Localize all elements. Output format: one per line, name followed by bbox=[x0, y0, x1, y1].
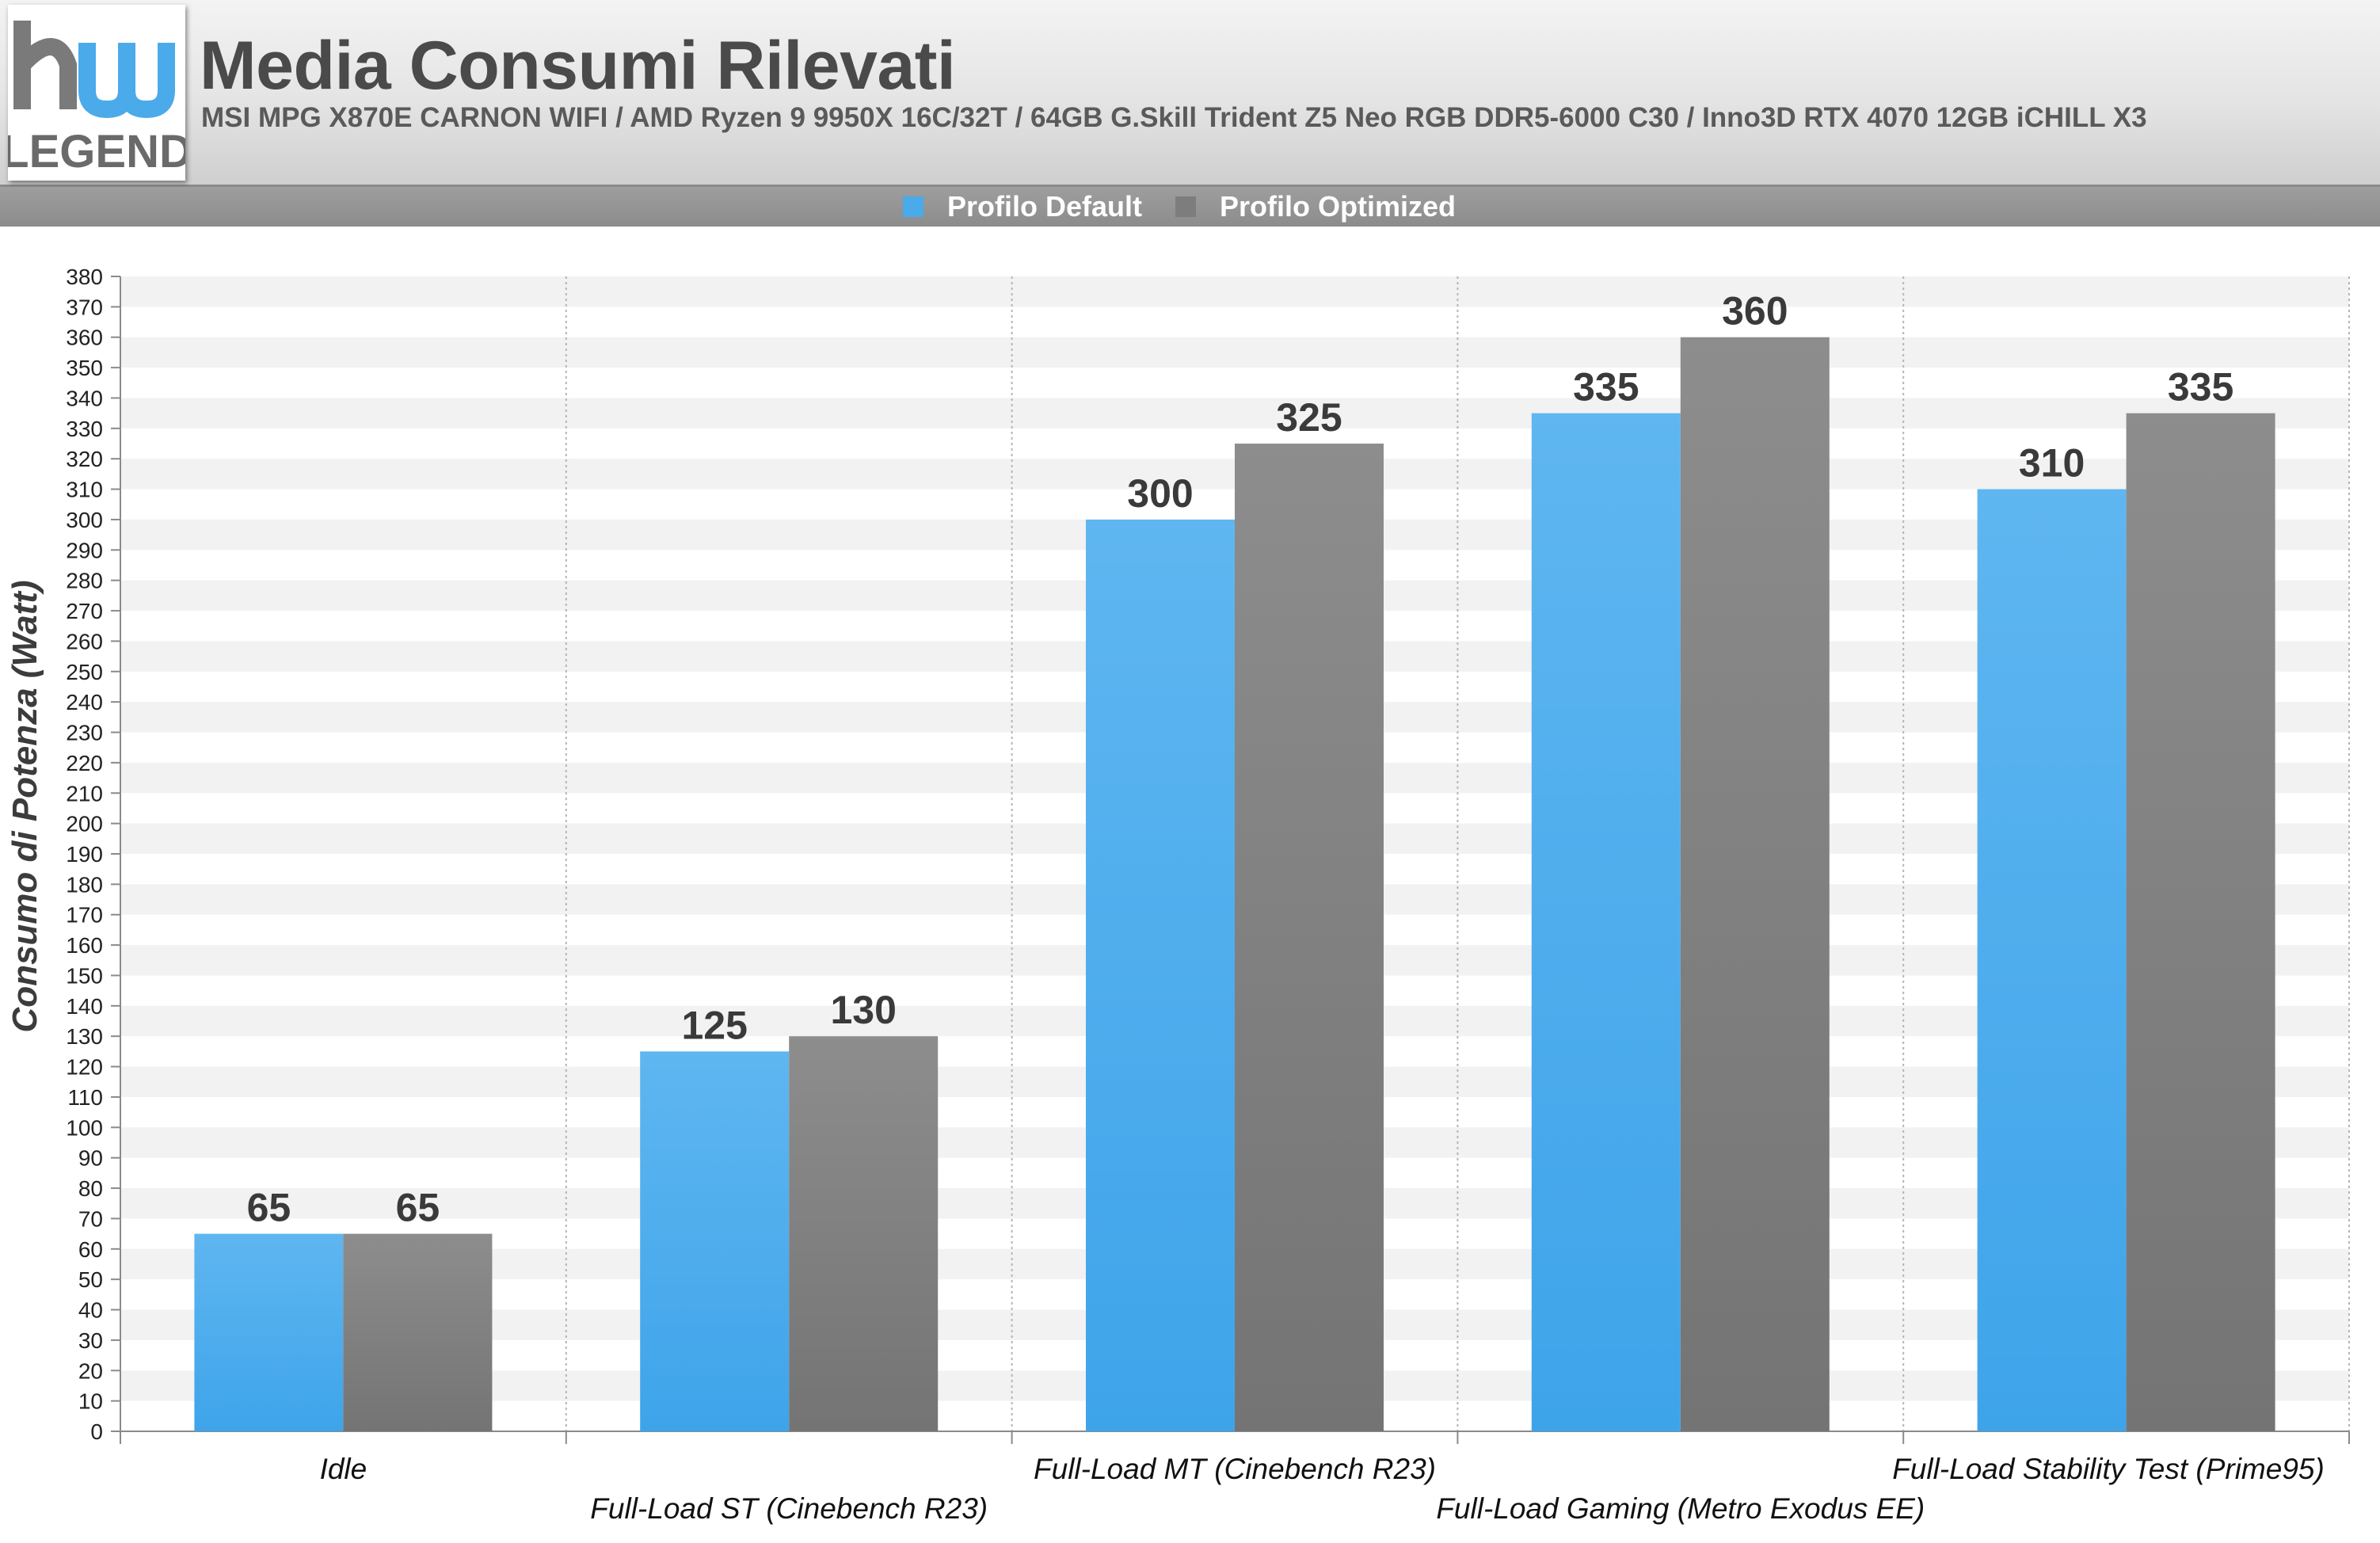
logo-graphic: LEGEND bbox=[8, 21, 185, 177]
legend-item-default: Profilo Default bbox=[903, 187, 1142, 227]
y-tick-label: 200 bbox=[66, 812, 103, 836]
data-label-optimized: 335 bbox=[2168, 365, 2233, 410]
grid-band bbox=[120, 398, 2349, 429]
data-label-optimized: 360 bbox=[1722, 289, 1788, 333]
legend-item-optimized: Profilo Optimized bbox=[1175, 187, 1456, 227]
y-tick-label: 240 bbox=[66, 690, 103, 714]
legend-label-default: Profilo Default bbox=[947, 190, 1143, 223]
x-category-label: Idle bbox=[320, 1453, 367, 1485]
y-tick-label: 150 bbox=[66, 963, 103, 988]
data-label-optimized: 65 bbox=[396, 1186, 440, 1230]
x-category-label: Full-Load Stability Test (Prime95) bbox=[1892, 1453, 2325, 1485]
data-label-optimized: 130 bbox=[830, 988, 896, 1032]
y-tick-label: 50 bbox=[78, 1267, 103, 1292]
y-tick-label: 290 bbox=[66, 538, 103, 562]
chart-subtitle: MSI MPG X870E CARNON WIFI / AMD Ryzen 9 … bbox=[201, 102, 2147, 133]
y-tick-label: 10 bbox=[78, 1389, 103, 1414]
y-tick-label: 270 bbox=[66, 599, 103, 623]
y-tick-label: 90 bbox=[78, 1146, 103, 1171]
bar-default bbox=[1977, 489, 2127, 1432]
data-label-default: 335 bbox=[1573, 365, 1639, 410]
y-tick-label: 40 bbox=[78, 1298, 103, 1323]
y-tick-labels: 0 10 20 30 40 50 60 70 80 90 100 110 120 130 140 150 160… bbox=[66, 265, 103, 1444]
y-tick-label: 310 bbox=[66, 478, 103, 502]
y-tick-label: 260 bbox=[66, 629, 103, 653]
data-label-default: 125 bbox=[681, 1003, 747, 1047]
data-label-default: 65 bbox=[247, 1186, 291, 1230]
y-tick-label: 340 bbox=[66, 386, 103, 410]
grid-vertical-lines bbox=[565, 276, 2350, 1431]
y-tick-label: 60 bbox=[78, 1237, 103, 1262]
bar-optimized bbox=[343, 1233, 493, 1431]
x-category-label: Full-Load Gaming (Metro Exodus EE) bbox=[1436, 1492, 1925, 1525]
y-tick-label: 300 bbox=[66, 508, 103, 532]
y-tick-label: 170 bbox=[66, 903, 103, 928]
legend-swatch-optimized bbox=[1175, 196, 1196, 217]
y-tick-label: 380 bbox=[66, 265, 103, 289]
data-labels: 65 65 125 130 300 325 335 360 310 335 bbox=[247, 289, 2234, 1230]
y-tick-label: 80 bbox=[78, 1176, 103, 1201]
bars bbox=[194, 337, 2275, 1432]
legend-swatch-default bbox=[903, 196, 923, 217]
legend: Profilo Default Profilo Optimized bbox=[0, 187, 2380, 227]
bar-optimized bbox=[789, 1036, 939, 1431]
y-tick-label: 180 bbox=[66, 872, 103, 897]
y-tick-label: 330 bbox=[66, 417, 103, 441]
y-tick-label: 280 bbox=[66, 569, 103, 593]
grid-band bbox=[120, 276, 2349, 307]
y-tick-label: 120 bbox=[66, 1055, 103, 1080]
bar-optimized bbox=[2126, 413, 2275, 1431]
bar-optimized bbox=[1680, 337, 1830, 1432]
x-category-label: Full-Load ST (Cinebench R23) bbox=[590, 1492, 988, 1525]
y-tick-label: 140 bbox=[66, 994, 103, 1019]
y-tick-label: 250 bbox=[66, 660, 103, 684]
chart-header: LEGEND Media Consumi Rilevati MSI MPG X8… bbox=[0, 0, 2380, 187]
bar-default bbox=[194, 1233, 344, 1431]
hwlegend-logo: LEGEND bbox=[8, 5, 185, 181]
y-tick-label: 190 bbox=[66, 842, 103, 867]
bar-default bbox=[1531, 413, 1681, 1431]
y-tick-label: 30 bbox=[78, 1328, 103, 1353]
chart-title: Media Consumi Rilevati bbox=[200, 28, 956, 104]
grid-band bbox=[120, 337, 2349, 368]
data-label-optimized: 325 bbox=[1276, 395, 1342, 440]
data-label-default: 300 bbox=[1127, 471, 1193, 516]
legend-label-optimized: Profilo Optimized bbox=[1220, 190, 1457, 223]
data-label-default: 310 bbox=[2019, 441, 2085, 486]
y-tick-label: 350 bbox=[66, 356, 103, 380]
y-tick-label: 0 bbox=[90, 1419, 103, 1444]
bar-optimized bbox=[1235, 444, 1384, 1431]
y-tick-label: 160 bbox=[66, 933, 103, 958]
y-tick-label: 210 bbox=[66, 781, 103, 806]
y-tick-label: 20 bbox=[78, 1358, 103, 1383]
y-tick-label: 110 bbox=[67, 1085, 103, 1110]
y-tick-label: 320 bbox=[66, 447, 103, 471]
y-tick-label: 230 bbox=[66, 721, 103, 745]
x-category-labels: Idle Full-Load ST (Cinebench R23) Full-Loa… bbox=[320, 1453, 2325, 1525]
y-tick-label: 360 bbox=[66, 326, 103, 350]
y-tick-label: 370 bbox=[66, 295, 103, 319]
y-tick-label: 220 bbox=[66, 751, 103, 775]
y-axis-label: Consumo di Potenza (Watt) bbox=[6, 580, 44, 1032]
logo-text: LEGEND bbox=[8, 126, 185, 177]
y-tick-label: 130 bbox=[66, 1024, 103, 1049]
x-category-label: Full-Load MT (Cinebench R23) bbox=[1034, 1453, 1436, 1485]
y-tick-label: 100 bbox=[66, 1115, 103, 1140]
bar-default bbox=[1086, 519, 1235, 1431]
y-tick-label: 70 bbox=[78, 1206, 103, 1231]
bar-default bbox=[640, 1051, 790, 1431]
